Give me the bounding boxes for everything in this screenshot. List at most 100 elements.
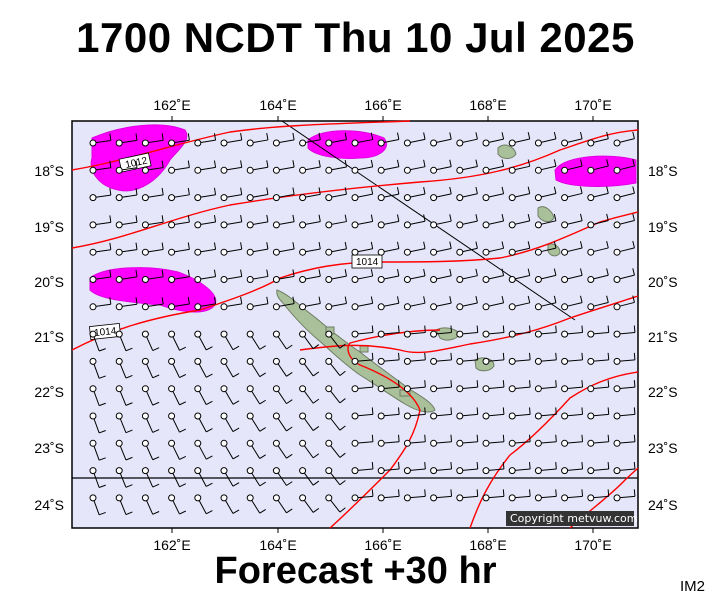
wind-barb-feather <box>179 483 187 488</box>
wind-station-circle <box>587 276 595 283</box>
wind-station-circle <box>430 357 438 365</box>
lon-label-top-162: 162˚E <box>153 97 190 113</box>
wind-station-circle <box>220 494 228 502</box>
wind-station-circle <box>456 248 464 256</box>
wind-barb-feather <box>266 269 269 277</box>
wind-station-circle <box>351 357 359 365</box>
wind-station-circle <box>403 467 411 475</box>
wind-station-circle <box>587 194 595 202</box>
wind-barb-feather <box>449 159 452 167</box>
wind-station-circle <box>141 139 149 147</box>
wind-station-circle <box>534 166 542 174</box>
wind-barb-feather <box>179 374 187 379</box>
wind-station-circle <box>613 248 621 256</box>
wind-station-circle <box>377 194 385 202</box>
wind-barb-feather <box>398 407 400 415</box>
wind-barb-feather <box>423 214 426 222</box>
wind-station-circle <box>246 385 254 393</box>
wind-station-circle <box>456 385 464 393</box>
wind-station-circle <box>613 303 621 311</box>
wind-barb-feather <box>206 455 213 460</box>
wind-barb-feather <box>125 429 133 434</box>
wind-barb-feather <box>109 133 112 141</box>
wind-barb-feather <box>179 455 187 460</box>
wind-barb-feather <box>213 269 217 277</box>
wind-station-circle <box>351 248 359 256</box>
wind-barb-feather <box>527 268 531 276</box>
wind-station-circle <box>141 385 149 393</box>
wind-barb-feather <box>344 296 347 304</box>
wind-barb-feather <box>213 296 217 305</box>
lat-label-left-22: 22˚S <box>34 384 64 400</box>
wind-station-circle <box>430 248 438 256</box>
wind-station-circle <box>299 467 307 475</box>
wind-station-circle <box>508 303 516 311</box>
wind-barb-feather <box>502 462 505 470</box>
wind-station-circle <box>377 385 385 393</box>
wind-station-circle <box>482 467 490 475</box>
wind-barb-feather <box>424 434 426 442</box>
wind-barb-feather <box>450 380 453 388</box>
wind-barb-feather <box>581 407 584 415</box>
wind-station-circle <box>220 276 228 283</box>
wind-station-circle <box>482 166 490 174</box>
wind-barb-feather <box>398 434 400 442</box>
wind-station-circle <box>194 494 202 502</box>
wind-barb-feather <box>606 131 609 139</box>
wind-barb-feather <box>527 132 531 140</box>
wind-station-circle <box>89 330 97 338</box>
wind-barb-feather <box>607 325 610 333</box>
wind-station-circle <box>246 221 254 229</box>
copyright-box <box>506 511 634 526</box>
wind-barb-feather <box>161 242 164 250</box>
wind-barb-feather <box>266 214 269 222</box>
wind-station-circle <box>561 303 569 311</box>
wind-station-circle <box>141 467 149 475</box>
wind-station-circle <box>272 385 280 393</box>
wind-station-circle <box>534 276 542 283</box>
wind-station-circle <box>351 166 359 174</box>
wind-barb-feather <box>476 489 479 497</box>
wind-station-circle <box>141 412 149 420</box>
wind-station-circle <box>325 194 333 202</box>
lon-label-bottom-168: 168˚E <box>469 537 506 553</box>
wind-barb-feather <box>339 480 346 486</box>
wind-barb-feather <box>633 462 636 470</box>
wind-barb-feather <box>371 380 374 388</box>
wind-barb-feather <box>213 187 217 195</box>
wind-station-circle <box>325 412 333 420</box>
wind-barb-feather <box>161 297 164 305</box>
wind-station-circle <box>403 139 411 147</box>
wind-station-circle <box>587 166 595 174</box>
wind-station-circle <box>456 139 464 147</box>
wind-station-circle <box>456 276 464 283</box>
wind-station-circle <box>141 221 149 229</box>
wind-station-circle <box>272 439 280 447</box>
wind-barb-feather <box>371 352 374 360</box>
wind-barb-feather <box>423 159 426 167</box>
wind-station-circle <box>613 357 621 365</box>
wind-station-circle <box>141 439 149 447</box>
wind-barb-feather <box>423 296 426 304</box>
wind-barb-feather <box>581 325 584 333</box>
wind-station-circle <box>482 303 490 311</box>
wind-station-circle <box>508 194 516 202</box>
wind-station-circle <box>299 330 307 338</box>
wind-barb-feather <box>555 489 557 497</box>
wind-station-circle <box>220 194 228 202</box>
wind-station-circle <box>403 494 411 502</box>
wind-barb-feather <box>213 215 217 223</box>
wind-station-circle <box>587 494 595 502</box>
wind-station-circle <box>403 357 411 365</box>
wind-barb-feather <box>187 133 190 141</box>
wind-barb-feather <box>529 489 531 497</box>
wind-station-circle <box>89 439 97 447</box>
lat-label-left-21: 21˚S <box>34 329 64 345</box>
wind-barb-feather <box>580 268 583 276</box>
wind-barb-feather <box>318 296 321 304</box>
wind-station-circle <box>403 276 411 283</box>
wind-barb-feather <box>529 407 531 415</box>
wind-barb-feather <box>424 380 426 388</box>
wind-barb-feather <box>318 214 321 222</box>
wind-station-circle <box>168 494 176 502</box>
